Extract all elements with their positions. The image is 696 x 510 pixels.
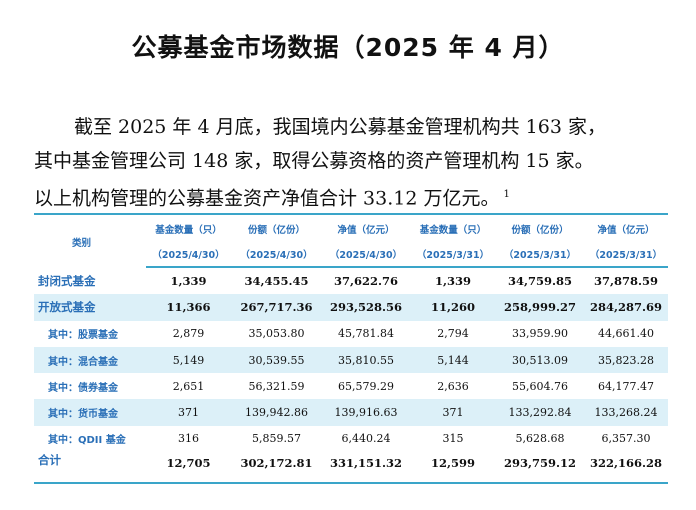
- row-label: 其中：股票基金: [48, 330, 118, 342]
- table-row-money-market: 其中：货币基金 371 139,942.86 139,916.63 371 13…: [34, 399, 668, 426]
- table-row-bond: 其中：债券基金 2,651 56,321.59 65,579.29 2,636 …: [34, 373, 668, 399]
- table-cell: 37,622.76: [333, 274, 399, 289]
- table-cell: 1,339: [170, 274, 207, 289]
- table-cell: 64,177.47: [598, 379, 654, 393]
- table-row-qdii: 其中：QDII 基金 316 5,859.57 6,440.24 315 5,6…: [34, 426, 668, 452]
- intro-line-3-text: 以上机构管理的公募基金资产净值合计 33.12 万亿元。: [34, 187, 500, 210]
- table-cell: 30,513.09: [496, 346, 584, 374]
- table-cell: 5,144: [410, 346, 496, 374]
- table-cell: 34,455.45: [244, 274, 309, 289]
- table-cell: 322,166.28: [584, 452, 668, 485]
- table-cell: 302,172.81: [231, 452, 322, 485]
- row-label: 其中：QDII 基金: [48, 435, 126, 447]
- footnote-mark: 1: [503, 189, 510, 200]
- table-cell: 6,440.24: [341, 432, 391, 446]
- table-cell: 293,528.56: [322, 294, 410, 321]
- col-header-share-mar: 份额（亿份）: [496, 213, 584, 241]
- table-cell: 139,916.63: [322, 399, 410, 426]
- row-label: 封闭式基金: [38, 273, 96, 288]
- table-cell: 371: [410, 399, 496, 426]
- table-cell: 37,878.59: [593, 274, 659, 289]
- row-label: 其中：货币基金: [34, 399, 146, 426]
- table-header-row: 类别 基金数量（只） 份额（亿份） 净值（亿元） 基金数量（只） 份额（亿份） …: [34, 213, 668, 267]
- col-header-nav-apr: 净值（亿元）: [322, 213, 410, 241]
- table-cell: 267,717.36: [231, 294, 322, 321]
- table-cell: 33,959.90: [512, 327, 568, 341]
- table-row-open-end: 开放式基金 11,366 267,717.36 293,528.56 11,26…: [34, 294, 668, 321]
- table-cell: 44,661.40: [598, 327, 654, 341]
- col-header-nav-mar: 净值（亿元）: [584, 213, 668, 241]
- table-cell: 45,781.84: [338, 327, 394, 341]
- table-cell: 65,579.29: [338, 379, 394, 393]
- col-date-share-apr: （2025/4/30）: [231, 241, 322, 268]
- row-label: 其中：债券基金: [48, 382, 118, 394]
- table-cell: 12,705: [146, 452, 231, 485]
- table-cell: 5,149: [146, 346, 231, 374]
- page-title: 公募基金市场数据（2025 年 4 月）: [131, 33, 565, 62]
- table-cell: 133,292.84: [496, 399, 584, 426]
- col-date-nav-mar: （2025/3/31）: [584, 241, 668, 268]
- table-cell: 139,942.86: [231, 399, 322, 426]
- table-cell: 2,636: [437, 379, 469, 393]
- table-row-total: 合计 12,705 302,172.81 331,151.32 12,599 2…: [34, 452, 668, 485]
- col-date-count-apr: （2025/4/30）: [146, 241, 231, 268]
- table-cell: 5,628.68: [515, 432, 565, 446]
- table-cell: 133,268.24: [584, 399, 668, 426]
- table-cell: 2,879: [172, 327, 205, 341]
- fund-data-table: 类别 基金数量（只） 份额（亿份） 净值（亿元） 基金数量（只） 份额（亿份） …: [34, 213, 668, 485]
- category-header: 类别: [34, 213, 146, 267]
- col-header-count-mar: 基金数量（只）: [410, 213, 496, 241]
- col-header-count-apr: 基金数量（只）: [146, 213, 231, 241]
- table-cell: 2,794: [437, 327, 469, 341]
- table-cell: 35,053.80: [248, 327, 305, 341]
- table-cell: 12,599: [410, 452, 496, 485]
- table-cell: 56,321.59: [248, 379, 305, 393]
- row-label: 合计: [34, 452, 146, 485]
- table-cell: 55,604.76: [512, 379, 568, 393]
- intro-line-1: 截至 2025 年 4 月底，我国境内公募基金管理机构共 163 家，: [74, 116, 606, 138]
- table-cell: 35,810.55: [322, 346, 410, 374]
- table-header-date-row: （2025/4/30） （2025/4/30） （2025/4/30） （202…: [34, 241, 668, 268]
- table-cell: 6,357.30: [601, 432, 651, 446]
- table-cell: 5,859.57: [252, 432, 301, 446]
- table-cell: 34,759.85: [507, 274, 573, 289]
- row-label: 开放式基金: [34, 294, 146, 321]
- table-cell: 258,999.27: [496, 294, 584, 321]
- table-row-stock: 其中：股票基金 2,879 35,053.80 45,781.84 2,794 …: [34, 321, 668, 347]
- table-cell: 30,539.55: [231, 346, 322, 374]
- table-cell: 2,651: [172, 379, 205, 393]
- table-cell: 371: [146, 399, 231, 426]
- table-row-closed-end: 封闭式基金 1,339 34,455.45 37,622.76 1,339 34…: [34, 267, 668, 294]
- row-label: 其中：混合基金: [34, 346, 146, 374]
- col-date-count-mar: （2025/3/31）: [410, 241, 496, 268]
- col-date-share-mar: （2025/3/31）: [496, 241, 584, 268]
- table-cell: 35,823.28: [584, 346, 668, 374]
- intro-line-2: 其中基金管理公司 148 家，取得公募资格的资产管理机构 15 家。: [34, 150, 594, 172]
- table-cell: 315: [442, 432, 464, 446]
- table-cell: 11,260: [410, 294, 496, 321]
- table-cell: 11,366: [146, 294, 231, 321]
- table-cell: 316: [178, 432, 199, 446]
- table-cell: 1,339: [434, 274, 471, 289]
- table-cell: 284,287.69: [584, 294, 668, 321]
- col-header-share-apr: 份额（亿份）: [231, 213, 322, 241]
- table-cell: 293,759.12: [496, 452, 584, 485]
- intro-paragraph: 截至 2025 年 4 月底，我国境内公募基金管理机构共 163 家， 其中基金…: [34, 110, 664, 215]
- col-date-nav-apr: （2025/4/30）: [322, 241, 410, 268]
- table-row-hybrid: 其中：混合基金 5,149 30,539.55 35,810.55 5,144 …: [34, 346, 668, 374]
- table-cell: 331,151.32: [322, 452, 410, 485]
- intro-line-3: 以上机构管理的公募基金资产净值合计 33.12 万亿元。 1: [34, 178, 664, 215]
